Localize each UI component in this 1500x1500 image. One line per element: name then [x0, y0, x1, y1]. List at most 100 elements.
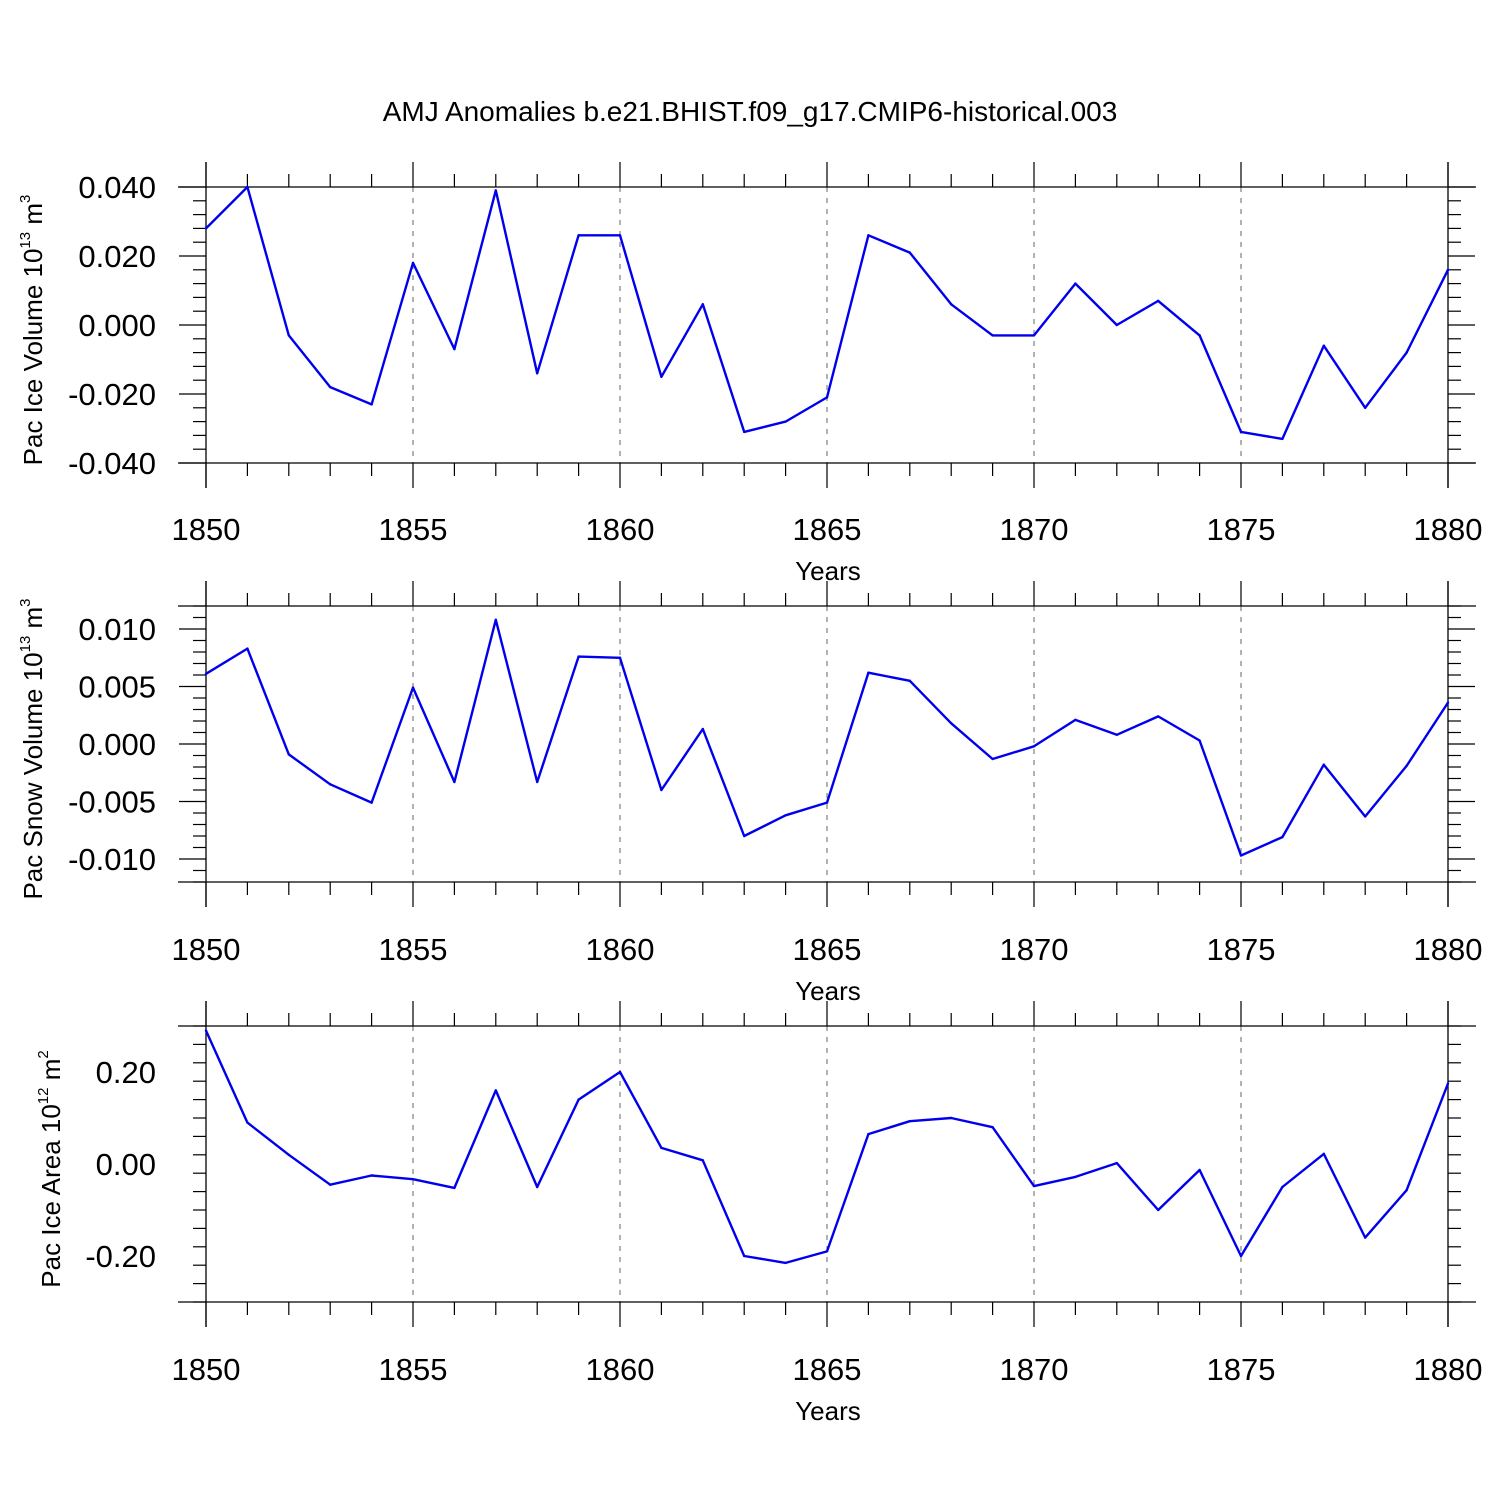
- x-tick-label: 1855: [379, 932, 448, 967]
- x-tick-label: 1855: [379, 512, 448, 547]
- data-point: [743, 430, 746, 434]
- y-tick-label: 0.000: [78, 727, 156, 762]
- x-tick-label: 1850: [172, 932, 241, 967]
- data-point: [1405, 764, 1408, 768]
- data-point: [618, 1070, 622, 1074]
- x-tick-label: 1865: [793, 1352, 862, 1387]
- data-point: [1364, 1236, 1367, 1239]
- data-point: [370, 1174, 373, 1177]
- data-point: [1198, 334, 1201, 337]
- data-point: [1405, 1189, 1408, 1192]
- data-point: [246, 647, 249, 650]
- data-point: [536, 372, 539, 375]
- x-tick-label: 1860: [586, 512, 655, 547]
- data-point: [660, 788, 663, 792]
- data-point: [950, 303, 953, 306]
- data-point: [1322, 344, 1326, 347]
- data-point: [204, 672, 208, 676]
- data-point: [1239, 1254, 1243, 1258]
- data-point: [1322, 1152, 1326, 1156]
- data-point: [536, 1185, 539, 1189]
- data-point: [494, 1089, 497, 1092]
- data-point: [908, 251, 911, 254]
- x-tick-label: 1880: [1414, 932, 1483, 967]
- x-axis-title: Years: [795, 1396, 861, 1426]
- data-point: [453, 780, 456, 784]
- y-tick-label: -0.010: [68, 842, 156, 877]
- x-tick-label: 1870: [1000, 512, 1069, 547]
- data-point: [1157, 299, 1160, 303]
- data-point: [1198, 739, 1201, 742]
- data-point: [867, 1132, 870, 1136]
- y-tick-label: 0.010: [78, 612, 156, 647]
- data-point: [618, 234, 622, 237]
- y-tick-label: 0.005: [78, 670, 156, 705]
- data-point: [1364, 815, 1367, 818]
- data-point: [1239, 430, 1243, 434]
- data-point: [908, 679, 911, 682]
- x-axis-title: Years: [795, 556, 861, 586]
- data-point: [825, 801, 829, 804]
- x-tick-label: 1865: [793, 932, 862, 967]
- y-tick-label: 0.20: [96, 1055, 156, 1090]
- data-point: [825, 396, 829, 399]
- data-point: [991, 1126, 994, 1129]
- data-point: [453, 347, 456, 351]
- x-tick-label: 1850: [172, 512, 241, 547]
- data-point: [1032, 334, 1036, 337]
- y-tick-label: 0.000: [78, 308, 156, 343]
- data-point: [1446, 1082, 1450, 1085]
- data-point: [1364, 406, 1367, 409]
- data-point: [701, 727, 704, 731]
- x-tick-label: 1875: [1207, 512, 1276, 547]
- y-axis-title: Pac Ice Area 1012 m2: [35, 1050, 66, 1287]
- data-point: [494, 189, 497, 192]
- data-point: [1281, 835, 1284, 839]
- y-tick-label: 0.040: [78, 170, 156, 205]
- data-point: [204, 1029, 208, 1032]
- chart-panel-1: 0.040 0.020 0.000 -0.020 -0.040 1850 1855 1860 1…: [17, 162, 1482, 586]
- data-point: [370, 403, 373, 406]
- data-point: [329, 385, 332, 389]
- x-tick-label: 1875: [1207, 932, 1276, 967]
- data-point: [370, 801, 373, 804]
- data-point: [867, 234, 870, 237]
- data-point: [1405, 351, 1408, 354]
- data-point: [329, 1183, 332, 1186]
- data-point: [577, 655, 580, 658]
- x-tick-label: 1880: [1414, 1352, 1483, 1387]
- data-point: [1446, 268, 1450, 271]
- y-tick-label: -0.20: [85, 1239, 156, 1274]
- data-point: [1032, 1184, 1036, 1188]
- data-point: [246, 1121, 249, 1124]
- data-point: [1446, 701, 1450, 704]
- data-point: [784, 814, 787, 817]
- data-point: [536, 780, 539, 784]
- data-point: [453, 1186, 456, 1190]
- data-point: [1281, 1185, 1284, 1189]
- x-axis-title: Years: [795, 976, 861, 1006]
- y-tick-label: 0.020: [78, 239, 156, 274]
- data-point: [1115, 1161, 1119, 1165]
- data-point: [577, 234, 580, 237]
- x-tick-label: 1850: [172, 1352, 241, 1387]
- data-point: [825, 1250, 829, 1253]
- y-axis-title: Pac Snow Volume 1013 m3: [17, 598, 48, 899]
- data-point: [950, 1116, 953, 1120]
- data-point: [1157, 1208, 1160, 1212]
- data-point: [494, 618, 497, 621]
- y-tick-label: -0.020: [68, 377, 156, 412]
- data-point: [784, 1261, 787, 1265]
- data-point: [287, 753, 290, 756]
- x-tick-label: 1870: [1000, 1352, 1069, 1387]
- page-title: AMJ Anomalies b.e21.BHIST.f09_g17.CMIP6-…: [382, 96, 1118, 127]
- data-point: [660, 375, 663, 378]
- series-line: [205, 618, 1450, 857]
- data-point: [204, 227, 208, 230]
- x-tick-label: 1860: [586, 1352, 655, 1387]
- data-point: [991, 334, 994, 337]
- data-point: [1074, 718, 1077, 722]
- data-point: [246, 185, 249, 189]
- x-tick-label: 1855: [379, 1352, 448, 1387]
- data-point: [287, 1153, 290, 1157]
